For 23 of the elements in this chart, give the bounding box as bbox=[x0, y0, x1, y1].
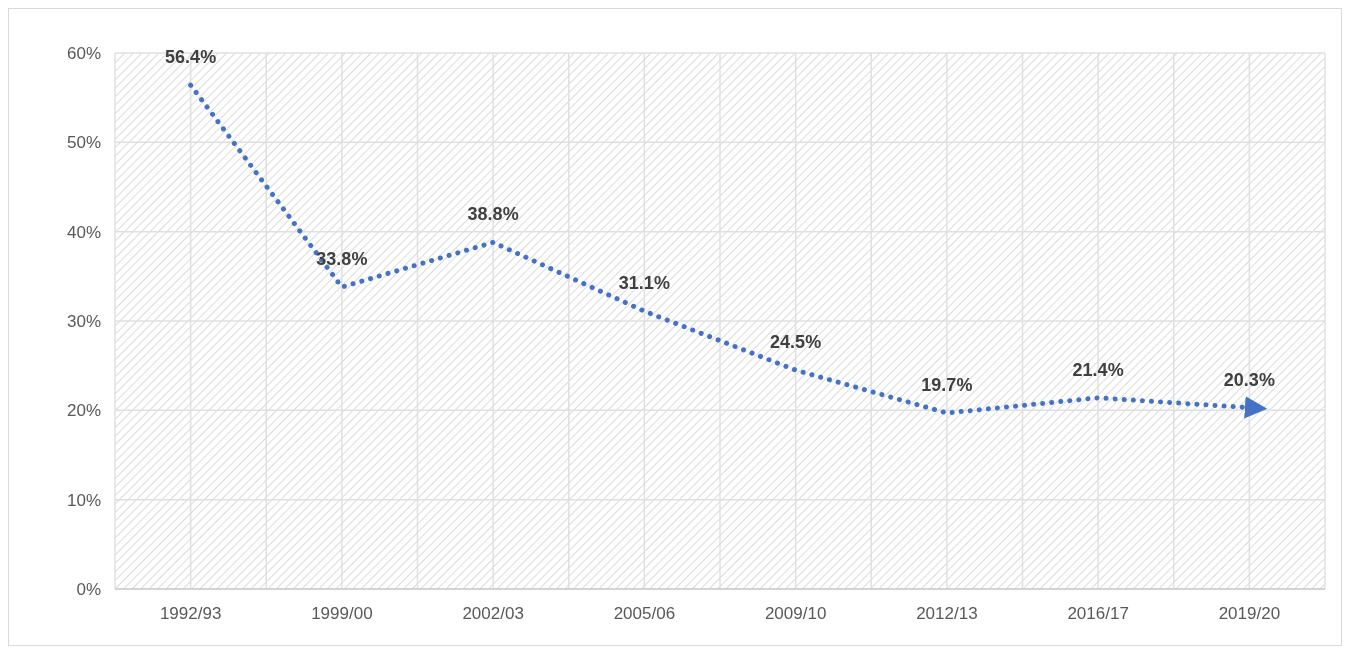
x-tick-label: 2002/03 bbox=[462, 604, 524, 623]
x-tick-label: 1992/93 bbox=[159, 604, 222, 623]
y-tick-label: 40% bbox=[66, 222, 101, 242]
y-tick-label: 60% bbox=[66, 43, 101, 63]
x-tick-label: 2005/06 bbox=[613, 604, 676, 623]
x-tick-label: 2019/20 bbox=[1218, 604, 1281, 623]
data-label: 33.8% bbox=[316, 249, 368, 270]
y-tick-label: 0% bbox=[76, 579, 101, 599]
x-tick-label: 2012/13 bbox=[916, 604, 978, 623]
y-tick-label: 30% bbox=[66, 311, 101, 331]
y-tick-label: 50% bbox=[66, 133, 101, 153]
data-label: 20.3% bbox=[1223, 369, 1275, 390]
data-label: 38.8% bbox=[467, 204, 519, 225]
y-tick-label: 10% bbox=[66, 490, 101, 510]
x-tick-label: 2009/10 bbox=[764, 604, 827, 623]
x-tick-label: 1999/00 bbox=[311, 604, 373, 623]
x-tick-label: 2016/17 bbox=[1067, 604, 1129, 623]
y-tick-label: 20% bbox=[66, 401, 101, 421]
data-label: 24.5% bbox=[770, 332, 822, 353]
data-label: 21.4% bbox=[1072, 359, 1124, 380]
data-label: 31.1% bbox=[618, 273, 670, 294]
data-label: 56.4% bbox=[165, 47, 217, 68]
data-label: 19.7% bbox=[921, 375, 973, 396]
